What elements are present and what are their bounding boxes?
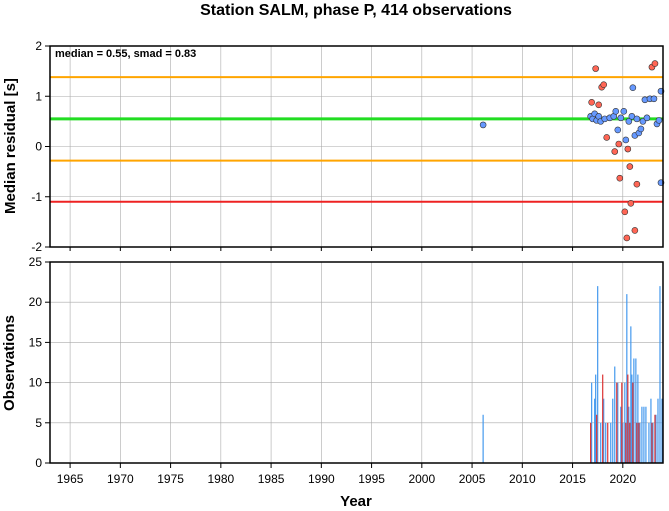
x-axis-label: Year bbox=[340, 493, 372, 510]
observations-bars bbox=[482, 286, 663, 463]
observations-y-ticks: 0 5 10 15 20 25 bbox=[29, 255, 50, 470]
y-tick-label: 10 bbox=[29, 376, 43, 390]
residual-point bbox=[595, 101, 602, 109]
x-tick-label: 1965 bbox=[57, 472, 84, 486]
x-tick-label: 1975 bbox=[157, 472, 184, 486]
residual-point bbox=[614, 126, 622, 134]
x-tick-label: 2020 bbox=[609, 472, 636, 486]
y-tick-label: 0 bbox=[35, 140, 42, 154]
residual-point bbox=[603, 134, 611, 141]
residual-reference-lines bbox=[50, 76, 663, 203]
residual-point bbox=[479, 121, 487, 129]
y-tick-label: 20 bbox=[29, 295, 43, 309]
x-tick-label: 2000 bbox=[408, 472, 435, 486]
residual-grid bbox=[50, 45, 663, 248]
residual-point bbox=[592, 65, 599, 72]
residual-panel: -2 -1 0 1 2 median = 0.55, smad = 0.83 Media… bbox=[2, 39, 665, 254]
residual-point bbox=[588, 98, 595, 106]
residual-point bbox=[612, 108, 620, 115]
residual-point bbox=[637, 125, 645, 133]
residual-point bbox=[631, 227, 639, 234]
residual-points bbox=[479, 60, 665, 242]
x-tick-label: 1985 bbox=[258, 472, 285, 486]
y-tick-label: 2 bbox=[35, 39, 42, 53]
residual-point bbox=[651, 60, 659, 67]
residual-point bbox=[621, 208, 629, 216]
residual-point bbox=[650, 95, 658, 103]
residual-point bbox=[617, 114, 625, 122]
x-tick-label: 1970 bbox=[107, 472, 134, 486]
y-tick-label: -1 bbox=[31, 190, 42, 204]
residual-point bbox=[633, 180, 641, 188]
residual-point bbox=[623, 234, 631, 242]
year-x-ticks: 1965 1970 1975 1980 1985 1990 1995 2000 2005 2010… bbox=[57, 247, 636, 486]
residual-y-ticks: -2 -1 0 1 2 bbox=[31, 39, 50, 254]
observations-frame bbox=[49, 261, 664, 464]
residual-point bbox=[643, 114, 651, 122]
x-tick-label: 2015 bbox=[559, 472, 586, 486]
y-tick-label: 25 bbox=[29, 255, 43, 269]
residual-point bbox=[615, 140, 623, 148]
observations-grid bbox=[50, 261, 663, 464]
chart-title: Station SALM, phase P, 414 observations bbox=[200, 2, 512, 19]
residual-point bbox=[611, 148, 619, 155]
residual-point bbox=[627, 199, 635, 207]
y-tick-label: 1 bbox=[35, 89, 42, 103]
residual-point bbox=[633, 115, 641, 123]
median-smad-annotation: median = 0.55, smad = 0.83 bbox=[55, 48, 196, 60]
x-tick-label: 2010 bbox=[509, 472, 536, 486]
residual-point bbox=[620, 108, 628, 115]
observations-y-axis-label: Observations bbox=[1, 315, 18, 411]
y-tick-label: -2 bbox=[31, 240, 42, 254]
y-tick-label: 15 bbox=[29, 335, 43, 349]
residual-point bbox=[616, 174, 624, 182]
residual-point bbox=[624, 145, 632, 153]
residual-point bbox=[626, 163, 634, 170]
y-tick-label: 5 bbox=[35, 416, 42, 430]
residual-point bbox=[600, 81, 608, 88]
x-tick-label: 2005 bbox=[459, 472, 486, 486]
residual-point bbox=[625, 118, 633, 125]
x-tick-label: 1990 bbox=[308, 472, 335, 486]
observations-panel: 0 5 10 15 20 25 1965 1970 1975 1980 1985 1990 1995 2… bbox=[1, 247, 664, 510]
residual-point bbox=[629, 84, 637, 92]
y-tick-label: 0 bbox=[35, 456, 42, 470]
x-tick-label: 1980 bbox=[207, 472, 234, 486]
x-tick-label: 1995 bbox=[358, 472, 385, 486]
residual-y-axis-label: Median residual [s] bbox=[2, 78, 19, 214]
residual-point bbox=[622, 136, 630, 144]
residual-point bbox=[655, 117, 663, 124]
